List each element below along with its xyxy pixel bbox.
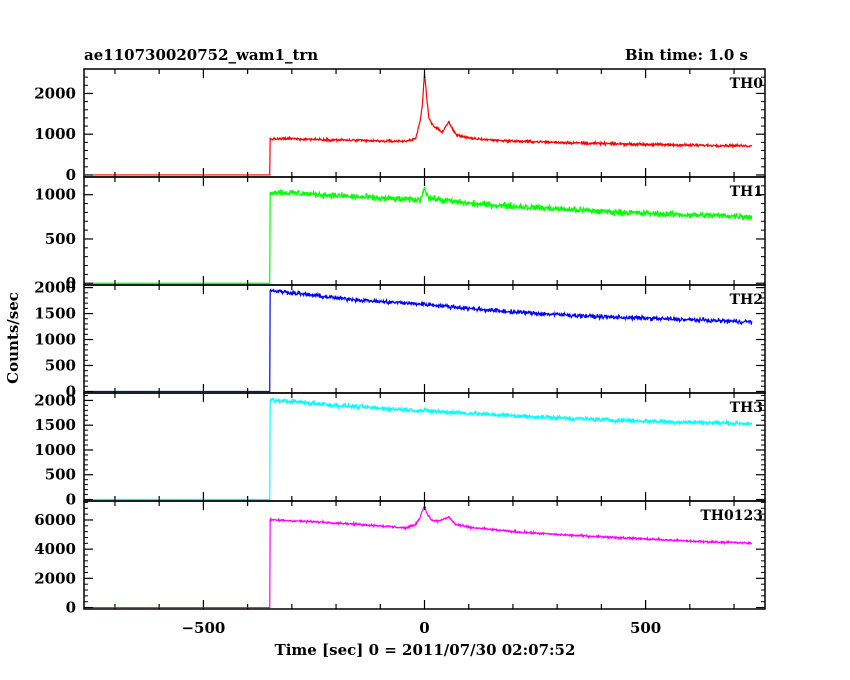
panel-th2: 0 500 1000 1500 2000 TH2 xyxy=(34,279,766,400)
series-label-th0: TH0 xyxy=(730,76,764,92)
y-axis-label: Counts/sec xyxy=(4,292,22,384)
x-tick-label: 500 xyxy=(630,619,661,637)
chart-title: ae110730020752_wam1_trn xyxy=(84,46,318,64)
y-tick-label: 500 xyxy=(45,230,76,248)
series-line-th0123 xyxy=(92,504,753,609)
series-line-th1 xyxy=(92,186,753,284)
panel-th3: 0 500 1000 1500 2000 TH3 xyxy=(34,391,766,509)
series-label-th1: TH1 xyxy=(730,184,763,200)
y-tick-label: 2000 xyxy=(34,391,76,409)
panel-frame xyxy=(83,176,766,286)
y-tick-label: 1000 xyxy=(34,186,76,204)
series-line-th3 xyxy=(92,397,753,501)
x-tick-label: −500 xyxy=(181,619,225,637)
panel-th1: 0 500 1000 TH1 xyxy=(34,176,766,292)
x-axis-label: Time [sec] 0 = 2011/07/30 02:07:52 xyxy=(275,641,576,659)
y-tick-label: 500 xyxy=(45,466,76,484)
y-tick-label: 6000 xyxy=(34,511,76,529)
series-line-th2 xyxy=(92,288,753,393)
y-tick-label: 1500 xyxy=(34,416,76,434)
y-tick-label: 2000 xyxy=(34,569,76,587)
y-tick-label: 2000 xyxy=(34,279,76,297)
y-tick-label: 500 xyxy=(45,356,76,374)
panel-frame xyxy=(83,284,766,394)
panel-frame xyxy=(83,68,766,178)
y-tick-label: 0 xyxy=(66,274,76,292)
y-tick-label: 0 xyxy=(66,491,76,509)
series-label-th2: TH2 xyxy=(730,292,763,308)
y-tick-label: 0 xyxy=(66,382,76,400)
y-tick-label: 1500 xyxy=(34,305,76,323)
panels-group: 0 1000 2000 TH0 0 500 1000 TH1 0 500 1000 1500 2000 T… xyxy=(34,68,766,637)
y-tick-label: 2000 xyxy=(34,84,76,102)
panel-th0: 0 1000 2000 TH0 xyxy=(34,68,766,184)
series-label-th3: TH3 xyxy=(730,400,763,416)
series-line-th0 xyxy=(92,73,753,176)
panel-frame xyxy=(83,500,766,610)
y-tick-label: 0 xyxy=(66,166,76,184)
bin-time-label: Bin time: 1.0 s xyxy=(625,46,748,64)
panel-th0123: 0 2000 4000 6000 TH0123 xyxy=(34,500,766,617)
x-tick-label: 0 xyxy=(419,619,429,637)
y-tick-label: 1000 xyxy=(34,441,76,459)
y-tick-label: 0 xyxy=(66,599,76,617)
y-tick-label: 4000 xyxy=(34,540,76,558)
y-tick-label: 1000 xyxy=(34,331,76,349)
series-label-th0123: TH0123 xyxy=(700,508,763,524)
y-tick-label: 1000 xyxy=(34,125,76,143)
